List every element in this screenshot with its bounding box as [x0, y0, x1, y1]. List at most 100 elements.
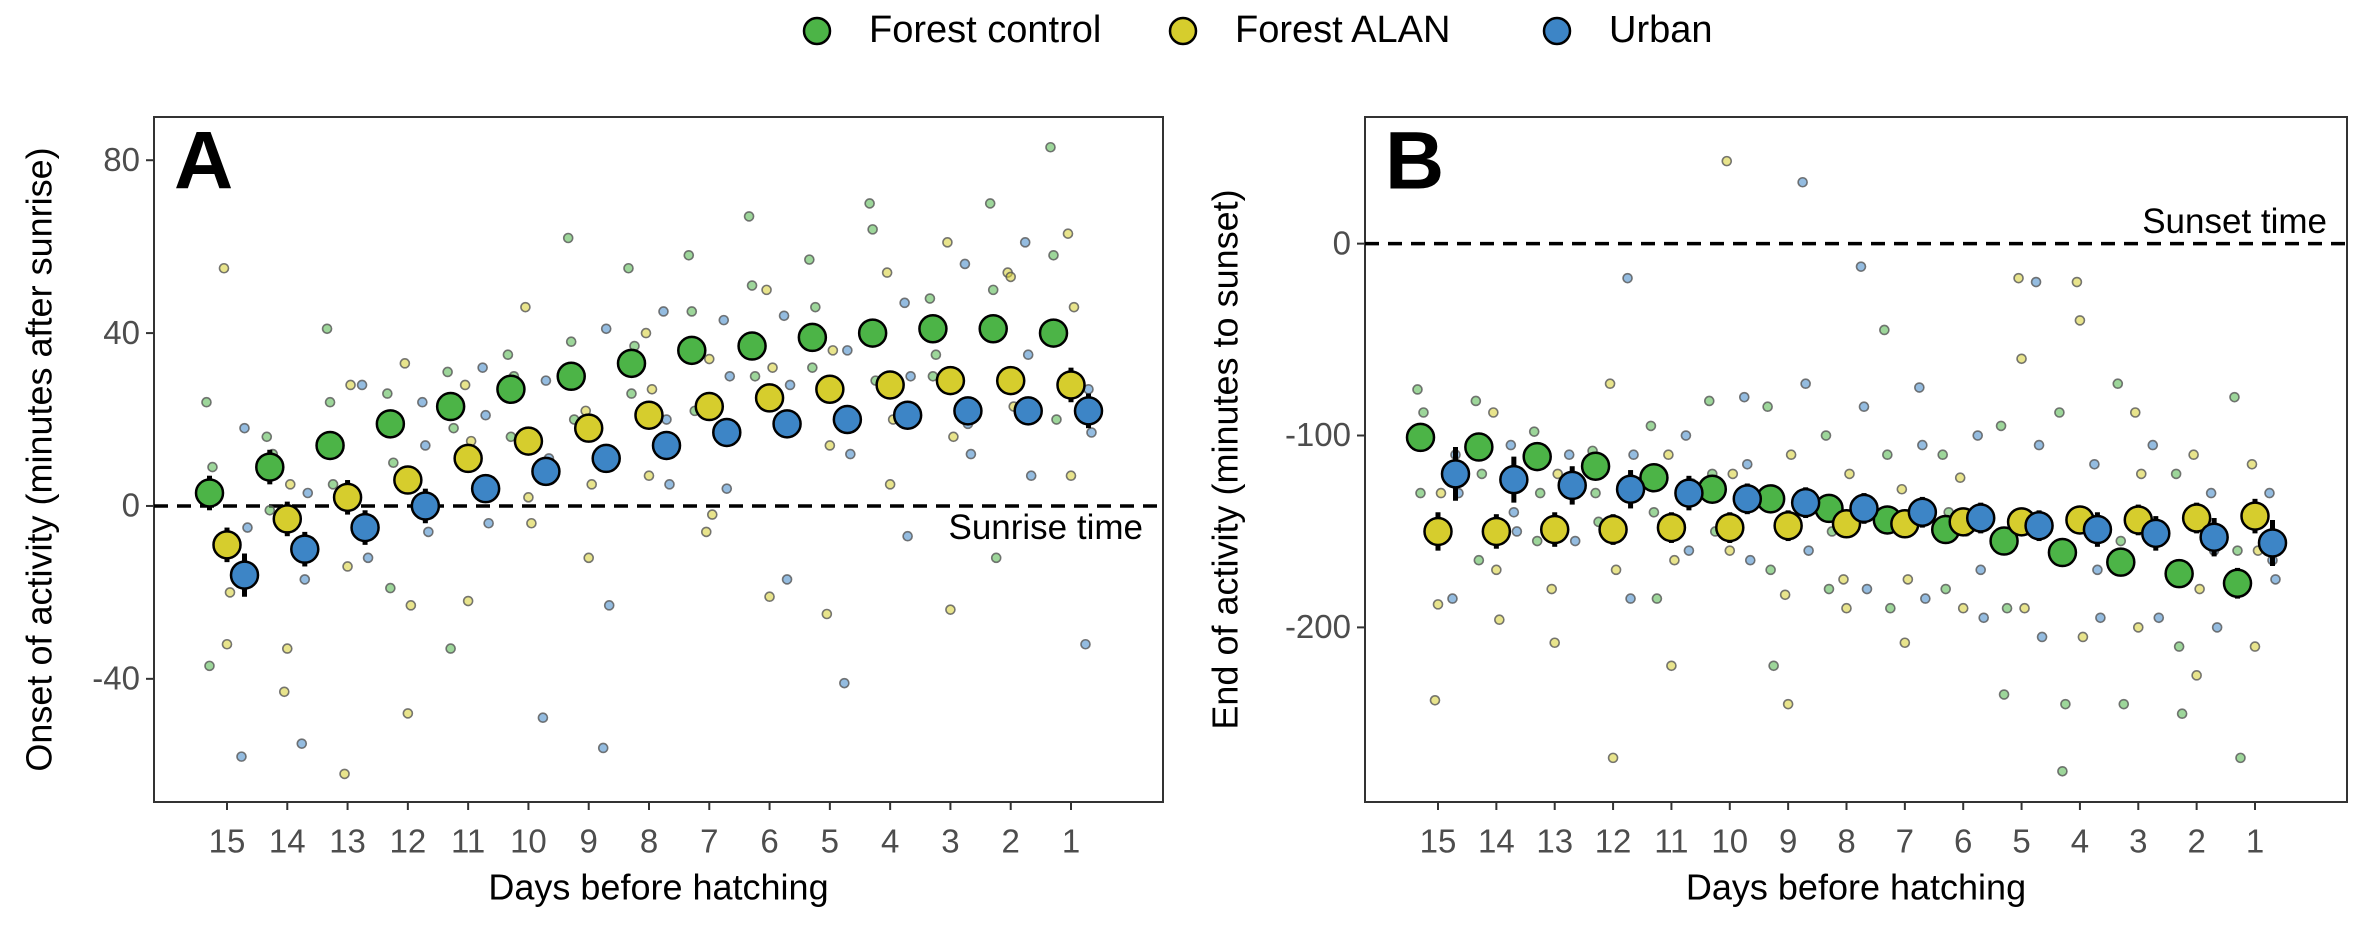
mean-point — [1580, 451, 1611, 481]
raw-point — [382, 388, 393, 399]
mean-point — [315, 430, 345, 461]
raw-point — [1531, 535, 1543, 547]
raw-point — [299, 574, 311, 585]
x-tick-label: 15 — [1420, 823, 1457, 860]
y-tick-label: 0 — [1333, 224, 1351, 261]
raw-point — [2246, 458, 2258, 470]
legend-marker — [802, 16, 832, 46]
raw-point — [583, 552, 595, 564]
mean-point — [2257, 528, 2288, 558]
raw-point — [2019, 602, 2030, 614]
mean-point — [2106, 547, 2136, 577]
x-tick-label: 8 — [1837, 823, 1855, 860]
raw-point — [746, 280, 758, 291]
raw-point — [1940, 583, 1952, 595]
y-tick-label: -200 — [1285, 608, 1351, 645]
raw-point — [984, 198, 996, 209]
raw-point — [643, 470, 655, 482]
mean-point — [2164, 558, 2194, 589]
raw-point — [1882, 449, 1893, 461]
raw-point — [948, 431, 959, 443]
raw-point — [810, 301, 821, 313]
raw-point — [1765, 564, 1776, 576]
raw-point — [2077, 631, 2089, 643]
raw-point — [462, 595, 474, 607]
raw-point — [804, 254, 815, 265]
raw-point — [1068, 301, 1080, 313]
raw-point — [1782, 698, 1794, 710]
mean-point — [1423, 516, 1453, 547]
mean-point — [832, 404, 863, 435]
raw-point — [1546, 583, 1558, 595]
raw-point — [1435, 487, 1447, 499]
mean-point — [212, 530, 242, 560]
raw-point — [2095, 612, 2106, 624]
raw-point — [842, 345, 853, 356]
raw-point — [480, 409, 491, 421]
mean-point — [1715, 512, 1745, 543]
x-tick-label: 5 — [2012, 823, 2030, 860]
mean-point — [2024, 510, 2054, 541]
raw-point — [204, 660, 215, 672]
reference-label: Sunrise time — [948, 508, 1143, 547]
raw-point — [224, 587, 236, 598]
raw-point — [2194, 583, 2205, 595]
mean-point — [229, 560, 260, 590]
mean-point — [1598, 514, 1628, 545]
mean-point — [634, 400, 664, 430]
raw-point — [264, 504, 276, 516]
raw-point — [2132, 622, 2144, 633]
raw-point — [239, 422, 250, 434]
raw-point — [483, 517, 494, 529]
raw-point — [1432, 599, 1444, 610]
raw-point — [1858, 401, 1870, 413]
raw-point — [284, 479, 296, 490]
raw-point — [1954, 472, 1966, 484]
raw-point — [1470, 395, 1482, 407]
raw-point — [1022, 349, 1034, 360]
raw-point — [1604, 378, 1616, 390]
mean-point — [496, 374, 526, 405]
mean-point — [2240, 501, 2270, 531]
raw-point — [1651, 593, 1663, 604]
mean-point — [1522, 441, 1552, 472]
mean-point — [918, 314, 948, 344]
raw-point — [520, 301, 531, 313]
mean-point — [470, 473, 501, 504]
mean-point — [2141, 518, 2171, 549]
raw-point — [2191, 670, 2202, 681]
x-tick-label: 6 — [1954, 823, 1972, 860]
x-axis-title: Days before hatching — [1686, 867, 2026, 908]
raw-point — [417, 396, 428, 408]
raw-point — [459, 379, 471, 391]
raw-point — [1917, 439, 1928, 451]
raw-point — [2270, 574, 2281, 585]
raw-point — [477, 362, 488, 373]
raw-point — [302, 487, 314, 499]
raw-point — [930, 349, 942, 360]
raw-point — [603, 600, 615, 611]
mean-point — [1038, 318, 1069, 348]
raw-point — [420, 440, 431, 451]
raw-point — [1800, 378, 1811, 390]
raw-point — [1511, 526, 1523, 537]
mean-point — [1557, 470, 1587, 501]
mean-point — [1073, 396, 1104, 426]
mean-point — [1499, 464, 1529, 495]
mean-point — [332, 482, 363, 513]
raw-point — [1820, 430, 1832, 441]
raw-point — [902, 530, 913, 542]
mean-point — [531, 456, 561, 487]
raw-point — [764, 591, 775, 603]
raw-point — [1683, 545, 1695, 556]
raw-point — [2074, 315, 2086, 326]
raw-point — [1534, 487, 1546, 499]
raw-point — [362, 552, 374, 564]
raw-point — [942, 237, 953, 248]
raw-point — [1838, 574, 1849, 585]
raw-point — [924, 293, 936, 304]
raw-point — [2147, 439, 2159, 451]
raw-point — [987, 284, 999, 296]
raw-point — [686, 306, 698, 317]
mean-point — [1790, 487, 1821, 518]
